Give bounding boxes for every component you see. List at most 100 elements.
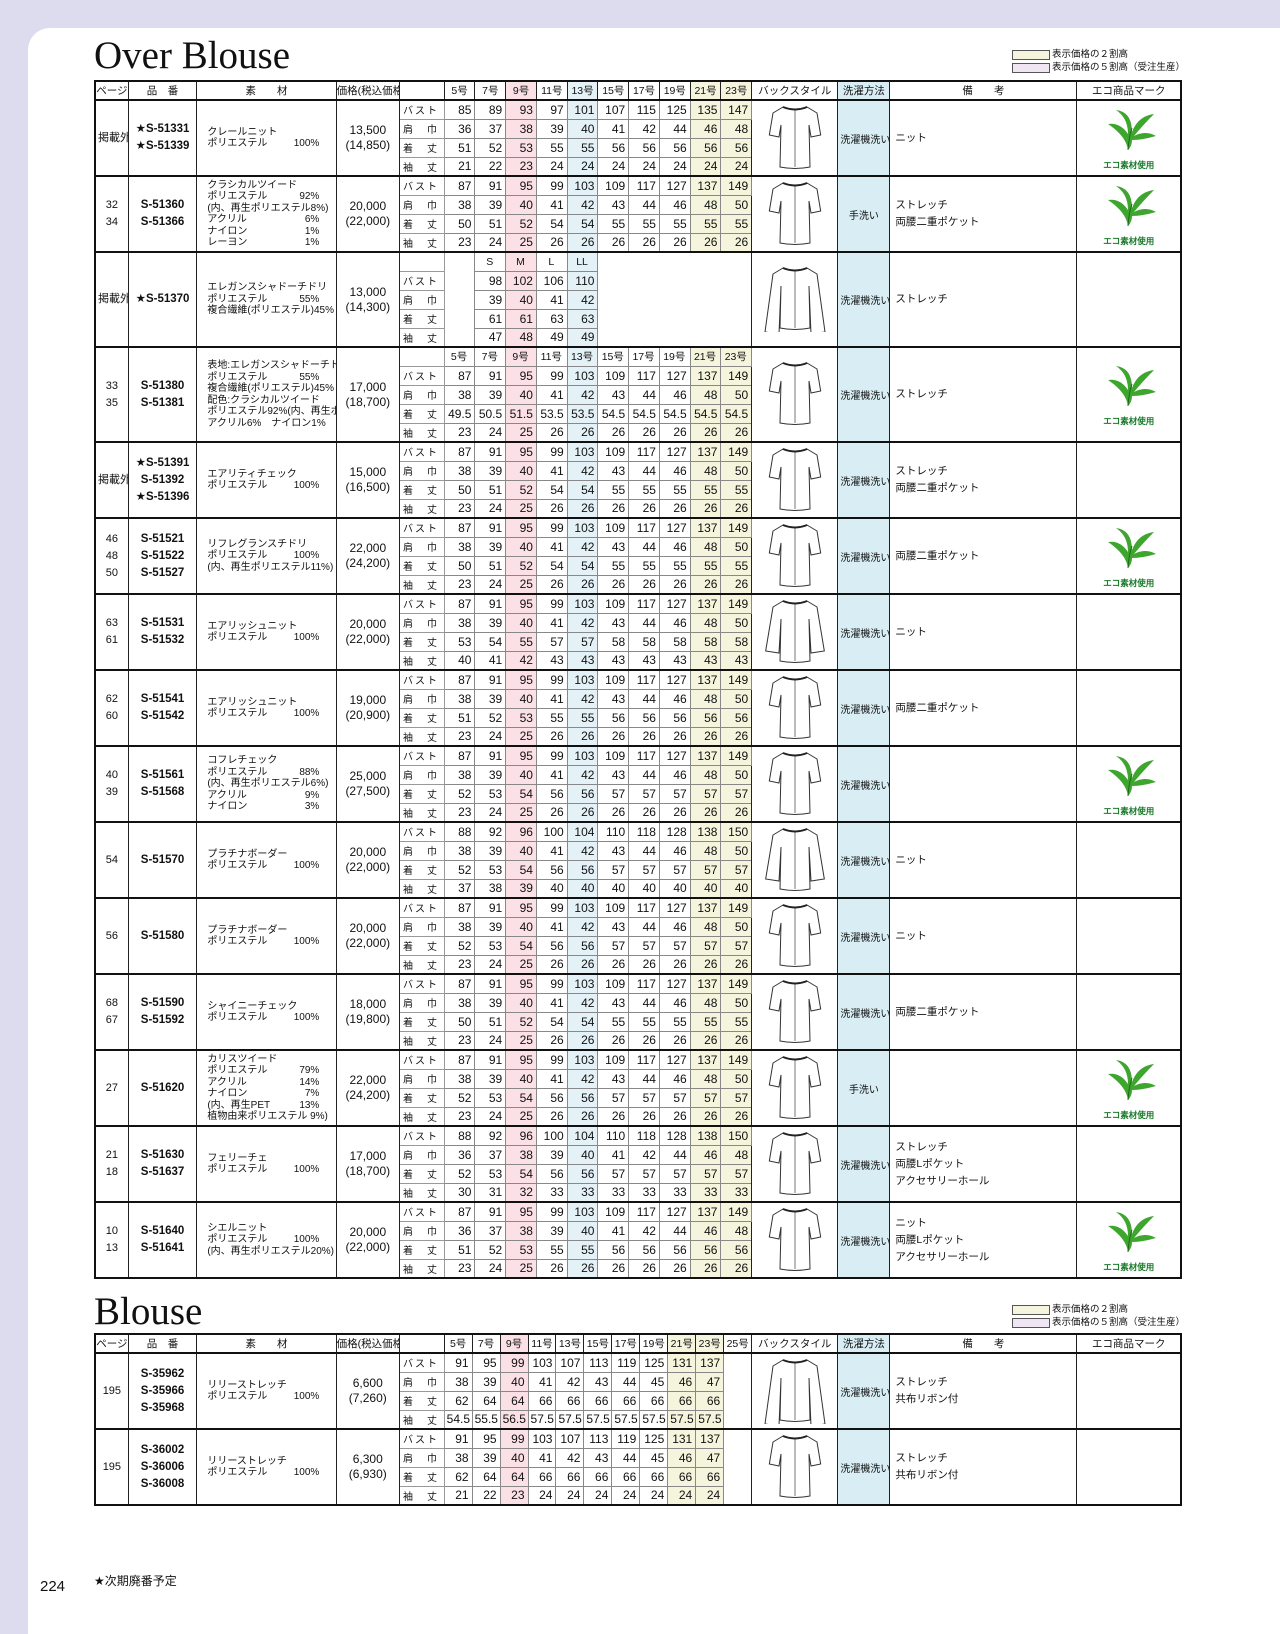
product-code[interactable]: S-36008 [140, 1477, 185, 1490]
measure-value: 66 [695, 1390, 725, 1411]
product-code[interactable]: S-51366 [140, 216, 185, 228]
measure-value: 53 [474, 1087, 507, 1108]
product-code[interactable]: S-36002 [140, 1443, 185, 1456]
material-percent: 55% [299, 293, 320, 305]
measure-value: 44 [628, 764, 660, 785]
measure-value: 38 [474, 878, 507, 899]
product-code[interactable]: S-51527 [140, 566, 185, 579]
legend-item: 表示価格の５割高（受注生産） [1012, 61, 1185, 74]
product-code[interactable]: S-51381 [140, 396, 185, 409]
product-code[interactable]: S-51620 [140, 1081, 185, 1094]
measure-value: 26 [628, 954, 660, 975]
product-code[interactable]: ★S-51396 [135, 490, 190, 503]
measure-value: 38 [505, 1144, 537, 1165]
material-name: ポリエステル [207, 293, 268, 305]
measure-label: 着 丈 [398, 707, 445, 728]
page-ref-value: 62 [105, 693, 118, 705]
material-line: レーヨン 1% [207, 237, 319, 249]
measure-value: 127 [658, 175, 691, 196]
measure-value: 44 [611, 1447, 641, 1468]
product-code[interactable]: S-51522 [140, 549, 185, 562]
measure-value: 43 [597, 536, 630, 557]
column-header-price: 価格(税込価格) [335, 80, 400, 101]
measure-label: 着 丈 [398, 1239, 445, 1260]
measure-value: 58 [720, 631, 753, 652]
product-row: バスト 98 102 106 110 [95, 270, 1181, 291]
measure-value: 24 [474, 726, 507, 747]
material-percent: 8%) [310, 202, 329, 214]
measure-value: 149 [720, 669, 753, 690]
measure-value: 26 [689, 1258, 722, 1279]
product-code[interactable]: S-51592 [140, 1014, 185, 1026]
product-code[interactable]: S-51630 [140, 1149, 185, 1161]
measure-value: 43 [566, 650, 599, 671]
price-value: 20,000 [349, 617, 387, 631]
price: 20,000 (22,000) [335, 175, 400, 253]
product-code[interactable]: S-36006 [140, 1460, 185, 1473]
product-code[interactable]: S-51521 [140, 532, 185, 545]
material: クラシカルツイード ポリエステル 92% (内、再生ポリエステル 8%) アクリル 6% ナイ… [196, 175, 337, 253]
product-code[interactable]: S-51640 [140, 1225, 185, 1237]
product-code[interactable]: S-51561 [140, 769, 185, 781]
product-code[interactable]: S-51568 [140, 786, 185, 798]
material-line: ポリエステル 100% [207, 550, 319, 562]
measure-value: 26 [597, 498, 630, 519]
product-code[interactable]: ★S-51331 [135, 123, 190, 135]
measure-value: 42 [555, 1447, 585, 1468]
back-style [751, 593, 839, 671]
product-code[interactable]: S-35966 [140, 1384, 185, 1397]
measure-value: 31 [474, 1182, 507, 1203]
measure-value: 95 [505, 593, 537, 614]
measure-value: 99 [535, 441, 568, 462]
material-line: シャイニーチェック [207, 1001, 319, 1013]
legend-item: 表示価格の２割高 [1012, 48, 1185, 61]
product-code[interactable]: ★S-51339 [135, 140, 190, 152]
product-row: 袖 丈 21 22 23 24 24 24 24 24 24 24 [95, 156, 1181, 177]
short-sleeve-blouse-back-icon [754, 1432, 835, 1503]
page-ref-value: 掲載外 [98, 293, 129, 305]
measure-label: 肩 巾 [398, 194, 445, 215]
product-code[interactable]: S-51380 [140, 379, 185, 392]
price: 15,000 (16,500) [335, 441, 400, 519]
product-code[interactable]: S-51360 [140, 199, 185, 211]
measure-value: 44 [628, 1068, 660, 1089]
page-ref-value: 48 [105, 549, 118, 562]
page-ref: 63 61 [94, 593, 129, 671]
measure-value: 42 [566, 840, 599, 861]
product-code[interactable]: S-51570 [140, 853, 185, 866]
measure-value: 117 [628, 365, 660, 386]
product-code[interactable]: S-51541 [140, 693, 185, 705]
product-code[interactable]: S-35968 [140, 1401, 185, 1414]
measure-value: 117 [628, 593, 660, 614]
measure-value: 26 [720, 498, 753, 519]
remark: 両腰二重ポケット [895, 1005, 980, 1018]
size-header [720, 251, 752, 271]
size-header: 23号 [720, 80, 753, 101]
measure-value: 43 [597, 688, 630, 709]
material-line: ポリエステル 88% [207, 767, 319, 779]
product-code[interactable]: S-51590 [140, 997, 185, 1009]
product-code[interactable]: S-51580 [140, 929, 185, 942]
measure-value: 99 [535, 1201, 568, 1222]
product-code[interactable]: S-51532 [140, 634, 185, 646]
product-code[interactable]: S-35962 [140, 1367, 185, 1380]
measure-value: 40 [499, 1447, 529, 1468]
measure-value: 30 [443, 1182, 476, 1203]
product-code[interactable]: ★S-51391 [135, 456, 190, 469]
product-code[interactable]: S-51637 [140, 1166, 185, 1178]
measure-value: 45 [639, 1447, 669, 1468]
measure-label: 着 丈 [398, 555, 445, 576]
measure-label: 着 丈 [398, 403, 445, 424]
measure-value: 56 [535, 859, 568, 880]
measure-value: 33 [566, 1182, 599, 1203]
product-code[interactable]: S-51542 [140, 710, 185, 722]
measure-value: 56 [597, 1239, 630, 1260]
page-ref: 40 39 [94, 745, 129, 823]
product-code[interactable]: S-51531 [140, 617, 185, 629]
material-name: ポリエステル [207, 632, 268, 643]
product-code[interactable]: S-51392 [140, 473, 185, 486]
measure-value: 43 [583, 1371, 613, 1392]
product-code[interactable]: ★S-51370 [135, 293, 190, 305]
material-line: (内、再生PET 13% [207, 1100, 319, 1112]
product-code[interactable]: S-51641 [140, 1242, 185, 1254]
